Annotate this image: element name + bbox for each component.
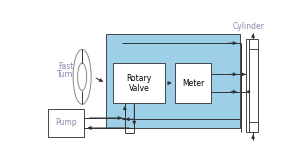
Text: Fast: Fast <box>58 62 73 71</box>
Text: Rotary: Rotary <box>126 74 152 83</box>
Bar <box>48 109 84 137</box>
Bar <box>248 39 258 132</box>
Text: Cylinder: Cylinder <box>233 22 265 31</box>
Text: Valve: Valve <box>129 84 149 93</box>
Text: Turn: Turn <box>57 70 74 79</box>
Bar <box>106 34 240 128</box>
Bar <box>248 49 258 122</box>
Text: Pump: Pump <box>55 118 77 127</box>
Bar <box>246 39 248 132</box>
Text: Meter: Meter <box>182 79 204 87</box>
Bar <box>175 63 211 103</box>
Bar <box>113 63 165 103</box>
